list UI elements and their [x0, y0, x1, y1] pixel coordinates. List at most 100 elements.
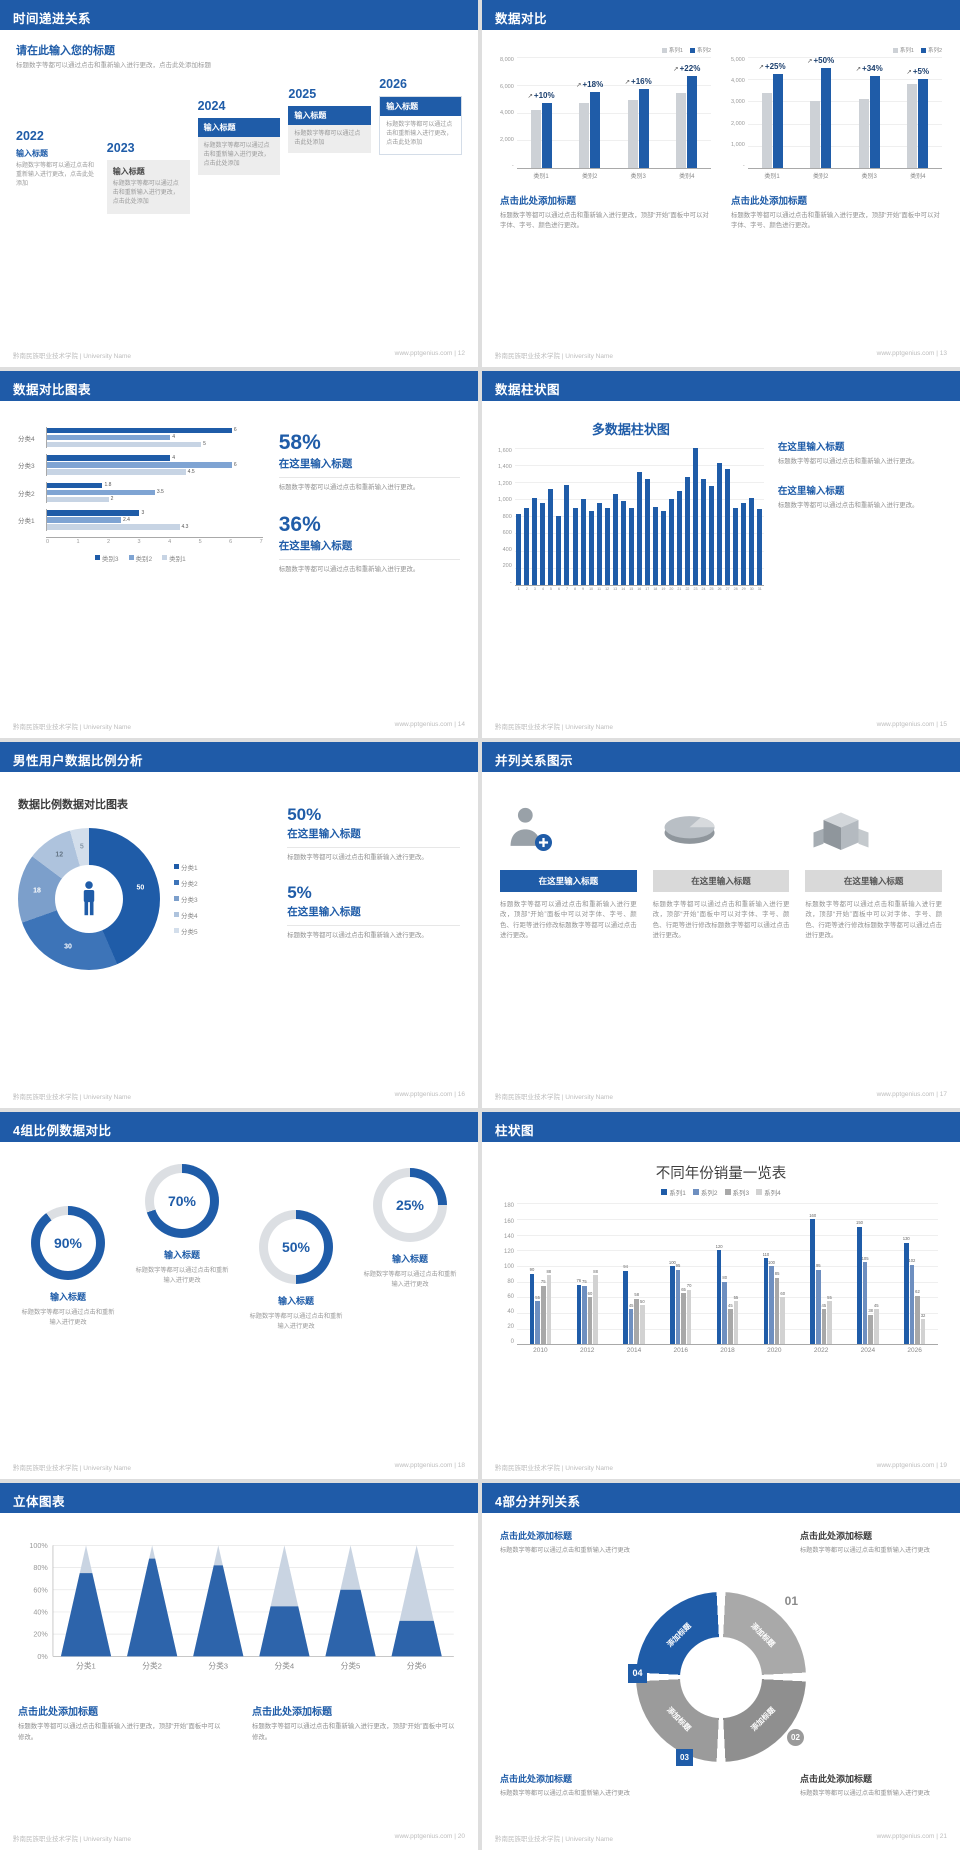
slide-thumbnail-15[interactable]: 数据柱状图 多数据柱状图 1,600 1,400 1,200 1,000 800 600 4…: [482, 370, 960, 738]
lg-lb: 分类1: [181, 864, 198, 872]
vc-group: 160 95 45 55: [798, 1203, 845, 1345]
vc-yaxis: 180 160 140 120 100 80 60 40 20 0: [504, 1203, 517, 1345]
lg-sq: [174, 864, 179, 870]
stat-block: 50% 在这里输入标题 标题数字等都可以通过点击和重新输入进行更改。: [287, 804, 460, 864]
slide-thumbnail-16[interactable]: 男性用户数据比例分析 数据比例数据对比图表 50 30: [0, 741, 478, 1109]
block-body: 标题数字等都可以通过点击和重新输入进行更改: [500, 1790, 630, 1798]
vc-bar: [676, 93, 687, 168]
vc-gridrow: [517, 1203, 938, 1219]
vc-bar: 75: [541, 1279, 546, 1345]
vc-val: 55: [827, 1294, 832, 1300]
slide-content: 系列1系列28,0006,0004,0002,000-+10%+18%+16%+…: [482, 30, 960, 346]
slide-thumbnail-19[interactable]: 柱状图 不同年份销量一览表 系列1 系列2 系列3 系列4 180 160 140 120 10…: [482, 1112, 960, 1480]
text: 分类6: [407, 1661, 427, 1671]
vc-xlab: 1: [517, 586, 520, 591]
vc-ytick: 6,000: [500, 83, 514, 90]
heading-caption: 标题数字等都可以通过点击和重新输入进行更改，点击此处添加标题: [16, 62, 211, 69]
vc-ann: +10%: [527, 91, 555, 100]
vc-gridrow: [517, 1297, 938, 1313]
hc-track: 1.8: [47, 482, 263, 489]
vc-bar: [540, 503, 546, 585]
vc-bar: [821, 68, 832, 168]
multi-series-column-chart: 系列1 系列2 系列3 系列4 180 160 140 120 100 80 60 40 20 0 90 55…: [504, 1187, 938, 1354]
vc-bars: [725, 448, 731, 585]
vc-bar: 160: [809, 1213, 816, 1345]
vc-ytick: 3,000: [731, 99, 745, 106]
slide-thumbnail-18[interactable]: 4组比例数据对比 90% 输入标题 标题数字等都可以通过点击和重新输入进行更改 …: [0, 1112, 478, 1480]
ring-hole: 70%: [154, 1173, 210, 1230]
vc-xlab: 22: [685, 586, 690, 591]
vc-val: 130: [902, 1236, 910, 1242]
vc-bars: [579, 57, 601, 168]
vc-val: 75: [582, 1279, 587, 1285]
vc-bar: 75: [582, 1279, 587, 1345]
hc-xtick: 1: [76, 538, 80, 545]
lg-sq: [162, 555, 168, 561]
hc-track: 4.3: [47, 524, 263, 530]
cycle-hole: [680, 1636, 762, 1719]
hc-bars: 1.8 3.5 2: [46, 481, 263, 504]
vc-group: [691, 447, 699, 585]
vc-xlab: 27: [725, 586, 730, 591]
vc-xlab: 2: [525, 586, 528, 591]
vc-xlab: 类别2: [812, 174, 829, 180]
vc-ann: +34%: [856, 64, 883, 73]
ratio-item-3: 50% 输入标题 标题数字等都可以通过点击和重新输入进行更改: [244, 1210, 348, 1458]
vc-bar: 95: [816, 1263, 821, 1345]
slide-content: 不同年份销量一览表 系列1 系列2 系列3 系列4 180 160 140 120 100 80 6…: [482, 1142, 960, 1458]
grouped-bar-chart: 系列1系列28,0006,0004,0002,000-+10%+18%+16%+…: [500, 46, 711, 180]
lg-lb: 系列1: [668, 48, 683, 54]
slide-thumbnail-12[interactable]: 时间递进关系 请在此输入您的标题 标题数字等都可以通过点击和重新输入进行更改，点…: [0, 0, 478, 367]
lg-lb: 分类3: [181, 896, 198, 904]
hc-xaxis: 0 1 2 3 4 5 6 7: [46, 536, 263, 545]
slide-thumbnail-13[interactable]: 数据对比 系列1 系列2 8,000 6,000 4,000 2,000 - +10% +18%…: [482, 0, 960, 367]
slide-title-bar: 数据对比: [482, 0, 960, 30]
lg-lb: 系列4: [764, 1190, 781, 1198]
vc-val: 95: [815, 1263, 821, 1269]
cone-chart: 100% 80% 60% 40% 20% 0% 分类1 分类2 分类3 分类4 分类5 分类6: [18, 1533, 460, 1689]
vc-ann: +22%: [673, 64, 701, 73]
hc-xtick: 0: [46, 538, 50, 545]
slide-thumbnail-20[interactable]: 立体图表 100% 80% 60% 40% 20% 0% 分类1 分类2 分类3 分类4 分类5 分类…: [0, 1483, 478, 1850]
item-header: 在这里输入标题: [805, 869, 943, 892]
hc-track: 6: [47, 462, 263, 468]
vc-xlab: 类别1: [764, 174, 780, 180]
vc-val: 88: [593, 1268, 598, 1274]
vc-xlab: 29: [741, 586, 746, 591]
hc-track: 3.5: [47, 489, 263, 496]
vc-gridrow: [747, 57, 942, 79]
vc-bars: [676, 448, 682, 585]
chart-column: 多数据柱状图 1,600 1,400 1,200 1,000 800 600 400 200 -…: [498, 415, 764, 717]
stat-label: 在这里输入标题: [278, 457, 353, 470]
vc-group: [547, 448, 555, 585]
lg-item: 系列4: [756, 1187, 781, 1197]
lg-sq: [174, 928, 179, 934]
vc-xlab: 28: [733, 586, 738, 591]
vc-bar: [541, 102, 552, 168]
timeline: 2022 输入标题 标题数字等都可以通过点击和重新输入进行更改，点击此处添加 2…: [16, 77, 462, 214]
block-title: 点击此处添加标题: [731, 196, 808, 207]
vc-bars: 100 95 65 70: [669, 1203, 691, 1345]
vc-group: +10%: [517, 57, 566, 168]
vc-xlab: 类别4: [679, 174, 695, 180]
slide-thumbnail-21[interactable]: 4部分并列关系 添加标题 添加标题 添加标题 添加标题 01 02 03 04 点击此处添加标…: [482, 1483, 960, 1850]
stats-column: 50% 在这里输入标题 标题数字等都可以通过点击和重新输入进行更改。 5% 在这…: [287, 792, 460, 1088]
vc-xlab: 3: [533, 586, 536, 591]
vc-bar: [636, 471, 642, 585]
hc-rows: 分类4 6 4 5 分类3 4 6 4.5 分类2 1.8 3.5 2 分类1 3 2.4 4.3: [18, 426, 263, 531]
block-title: 在这里输入标题: [777, 441, 845, 453]
ring-pct: 90%: [53, 1235, 83, 1252]
stat-percent: 50%: [287, 804, 322, 824]
slide-thumbnail-17[interactable]: 并列关系图示 在这里输入标题 标题数字等都可以通过点击和重新输入进行更改，顶部“…: [482, 741, 960, 1109]
vc-bar: 55: [734, 1295, 738, 1345]
lg-lb: 分类4: [181, 912, 198, 920]
vc-bar: 32: [921, 1313, 925, 1345]
vc-yaxis: 5,000 4,000 3,000 2,000 1,000 -: [731, 57, 748, 169]
hc-xtick: 4: [168, 538, 172, 545]
cycle-label: 添加标题: [749, 1621, 777, 1650]
vc-group: [748, 448, 756, 585]
slide-content: 数据比例数据对比图表 50 30 18 12 5 分类1 分类2 分类3 分类4 分类5: [0, 772, 478, 1088]
vc-ann: +16%: [625, 77, 652, 86]
polygon: [391, 1621, 442, 1657]
slide-thumbnail-14[interactable]: 数据对比图表 分类4 6 4 5 分类3 4 6 4.5 分类2 1.8 3.5 2 分类1 3 2.4 4.…: [0, 370, 478, 738]
